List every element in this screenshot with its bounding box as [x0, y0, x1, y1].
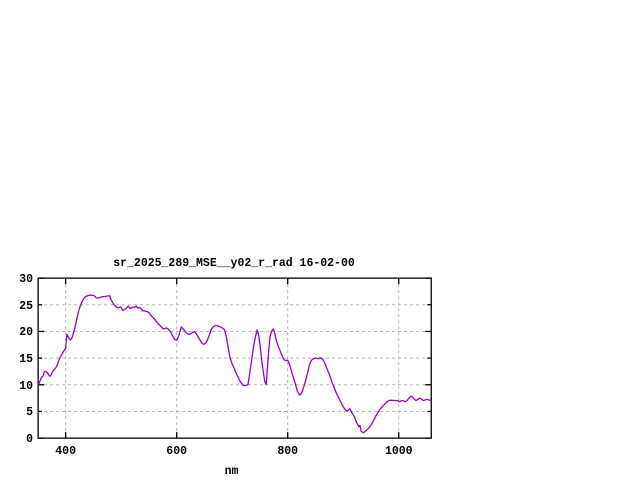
svg-text:nm: nm [225, 465, 239, 478]
svg-text:1000: 1000 [385, 445, 413, 458]
svg-text:15: 15 [19, 353, 33, 366]
svg-text:400: 400 [55, 445, 76, 458]
svg-text:800: 800 [277, 445, 298, 458]
svg-text:20: 20 [19, 326, 33, 339]
svg-text:10: 10 [19, 380, 33, 393]
svg-text:5: 5 [26, 406, 33, 419]
svg-text:600: 600 [166, 445, 187, 458]
svg-text:25: 25 [19, 300, 33, 313]
svg-text:sr_2025_289_MSE__y02_r_rad 16-: sr_2025_289_MSE__y02_r_rad 16-02-00 [113, 257, 355, 270]
svg-text:30: 30 [19, 273, 33, 286]
svg-text:0: 0 [26, 433, 33, 446]
